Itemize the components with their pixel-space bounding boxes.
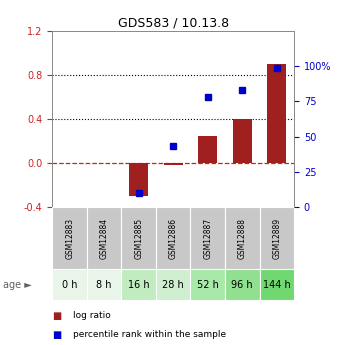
- Text: GSM12889: GSM12889: [272, 217, 281, 259]
- Text: percentile rank within the sample: percentile rank within the sample: [73, 330, 226, 339]
- Bar: [191, 207, 225, 269]
- Text: 8 h: 8 h: [96, 280, 112, 289]
- Text: ■: ■: [52, 330, 62, 339]
- Bar: [52, 269, 87, 300]
- Text: 96 h: 96 h: [232, 280, 253, 289]
- Text: GSM12883: GSM12883: [65, 217, 74, 259]
- Bar: [87, 207, 121, 269]
- Bar: [121, 207, 156, 269]
- Text: GSM12884: GSM12884: [100, 217, 109, 259]
- Text: GSM12887: GSM12887: [203, 217, 212, 259]
- Bar: [225, 207, 260, 269]
- Bar: [129, 163, 148, 196]
- Text: 0 h: 0 h: [62, 280, 77, 289]
- Text: 28 h: 28 h: [162, 280, 184, 289]
- Title: GDS583 / 10.13.8: GDS583 / 10.13.8: [118, 17, 229, 30]
- Text: GSM12886: GSM12886: [169, 217, 178, 259]
- Bar: [198, 136, 217, 163]
- Text: log ratio: log ratio: [73, 311, 111, 320]
- Text: GSM12888: GSM12888: [238, 218, 247, 258]
- Text: 16 h: 16 h: [128, 280, 149, 289]
- Bar: [87, 269, 121, 300]
- Bar: [225, 269, 260, 300]
- Bar: [52, 207, 87, 269]
- Text: 144 h: 144 h: [263, 280, 291, 289]
- Text: ■: ■: [52, 311, 62, 321]
- Bar: [267, 64, 286, 163]
- Bar: [260, 269, 294, 300]
- Text: 52 h: 52 h: [197, 280, 219, 289]
- Text: age ►: age ►: [3, 280, 32, 289]
- Bar: [156, 207, 191, 269]
- Bar: [233, 119, 252, 163]
- Bar: [164, 163, 183, 165]
- Bar: [121, 269, 156, 300]
- Bar: [260, 207, 294, 269]
- Text: GSM12885: GSM12885: [134, 217, 143, 259]
- Bar: [191, 269, 225, 300]
- Bar: [156, 269, 191, 300]
